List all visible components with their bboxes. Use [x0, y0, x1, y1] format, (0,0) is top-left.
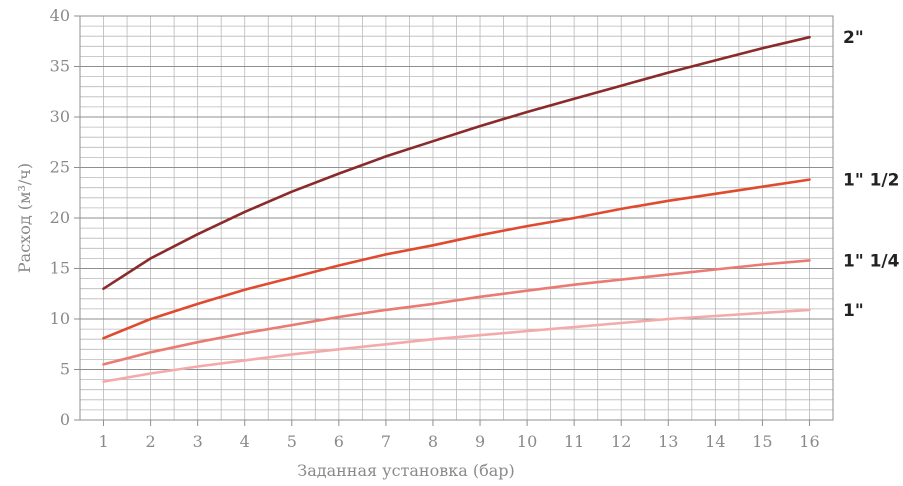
series-line [102, 35, 811, 291]
x-tick-label: 14 [705, 432, 725, 451]
x-tick-label: 6 [334, 432, 344, 451]
x-axis-label: Заданная установка (бар) [297, 461, 515, 480]
series-lines [102, 35, 811, 383]
x-tick-label: 12 [611, 432, 631, 451]
series-label: 1" 1/2 [843, 171, 899, 191]
y-tick-label: 20 [50, 208, 70, 227]
series-label: 1" [843, 301, 864, 321]
series-label: 1" 1/4 [843, 251, 900, 271]
x-tick-label: 10 [517, 432, 537, 451]
y-tick-label: 35 [50, 57, 70, 76]
series-labels: 2" 1" 1/2 1" 1/4 1" [843, 28, 900, 321]
x-tick-label: 8 [428, 432, 438, 451]
y-tick-label: 5 [60, 360, 70, 379]
x-tick-label: 5 [287, 432, 297, 451]
x-axis-ticks: 1 2 3 4 5 6 7 8 9 10 11 12 13 14 15 16 [98, 420, 820, 451]
y-tick-label: 10 [50, 309, 70, 328]
x-tick-label: 4 [240, 432, 250, 451]
series-line [102, 178, 811, 340]
y-axis-label: Расход (м³/ч) [15, 163, 34, 273]
y-tick-label: 15 [50, 259, 70, 278]
y-tick-label: 0 [60, 410, 70, 429]
series-label: 2" [843, 28, 864, 48]
x-tick-label: 11 [564, 432, 584, 451]
x-tick-label: 2 [146, 432, 156, 451]
x-tick-label: 7 [381, 432, 391, 451]
x-tick-label: 13 [658, 432, 678, 451]
x-tick-label: 1 [98, 432, 108, 451]
series-line [102, 308, 811, 383]
y-tick-label: 25 [50, 158, 70, 177]
x-tick-label: 16 [799, 432, 819, 451]
x-tick-label: 3 [193, 432, 203, 451]
y-tick-label: 30 [50, 107, 70, 126]
y-axis-ticks: 0 5 10 15 20 25 30 35 40 [50, 6, 80, 429]
series-line [102, 259, 811, 366]
x-tick-label: 15 [752, 432, 772, 451]
y-tick-label: 40 [50, 6, 70, 25]
x-tick-label: 9 [475, 432, 485, 451]
